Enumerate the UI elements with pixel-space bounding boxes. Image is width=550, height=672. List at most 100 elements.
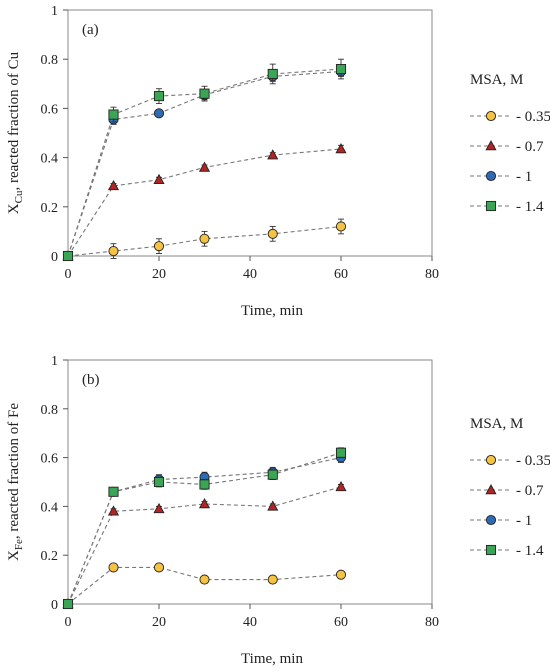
data-point (107, 505, 120, 516)
data-point (335, 221, 347, 232)
panel-label: (b) (82, 372, 100, 388)
y-axis-label-rest: , reacted fraction of Fe (6, 403, 22, 540)
x-axis-label: Time, min (241, 651, 303, 667)
data-point (267, 68, 278, 80)
series-line (67, 566, 342, 605)
legend-marker (485, 484, 497, 495)
legend-marker (485, 200, 497, 212)
legend-label: - 1 (516, 513, 532, 529)
data-point (108, 562, 119, 573)
y-tick-label: 0.8 (41, 403, 59, 418)
x-tick-label: 60 (334, 267, 348, 282)
y-tick-label: 0.4 (41, 152, 59, 167)
legend-label: - 1.4 (516, 199, 544, 215)
series-1_4 (62, 447, 347, 610)
legend-item: - 0.7 (470, 139, 544, 155)
legend-marker (485, 544, 497, 556)
data-point (267, 574, 278, 585)
data-point (267, 228, 278, 239)
legend-label: - 0.7 (516, 483, 544, 499)
data-point (153, 173, 165, 184)
y-tick-label: 1 (51, 354, 58, 369)
y-tick-label: 0.2 (41, 201, 59, 216)
legend-marker (485, 514, 497, 526)
legend-item: - 1 (470, 169, 532, 185)
data-point (267, 149, 279, 160)
data-point (199, 574, 210, 585)
legend-marker (485, 140, 497, 151)
series-1 (62, 452, 347, 610)
data-point (153, 108, 165, 119)
data-point (107, 179, 120, 191)
data-point (153, 502, 165, 514)
legend-title: MSA, M (470, 72, 523, 88)
data-point (335, 480, 347, 492)
data-point (153, 91, 165, 102)
y-axis-label-rest: , reacted fraction of Cu (6, 51, 22, 190)
chart-panel-b: 0 0.2 0.4 0.6 0.8 1 0 20 40 60 80 Time, min XFe, rea… (6, 354, 550, 667)
legend-item: - 1.4 (470, 543, 544, 559)
x-tick-label: 40 (243, 267, 257, 282)
data-point (267, 500, 279, 511)
legend-label: - 1 (516, 169, 532, 185)
series-0_7 (62, 480, 347, 609)
data-point (335, 447, 347, 458)
y-tick-label: 0.2 (41, 549, 59, 564)
y-tick-label: 0.6 (41, 102, 59, 117)
x-tick-label: 0 (65, 267, 72, 282)
y-tick-label: 0.8 (41, 53, 59, 68)
x-tick-label: 0 (65, 615, 72, 630)
data-point (62, 250, 74, 262)
chart-panel-a: 0 0.2 0.4 0.6 0.8 1 0 20 40 60 80 Time, min XCu, rea… (6, 4, 550, 319)
data-point (198, 498, 211, 509)
data-point (108, 486, 119, 497)
y-axis-label-main: X (6, 550, 22, 561)
data-point (335, 569, 347, 580)
series-1_4 (62, 58, 347, 262)
x-tick-label: 40 (243, 615, 257, 630)
legend-item: - 0.35 (470, 453, 550, 469)
x-tick-label: 80 (425, 615, 439, 630)
series-line (67, 70, 342, 257)
y-tick-label: 0 (51, 598, 58, 613)
legend-label: - 0.35 (516, 453, 550, 469)
data-point (108, 246, 119, 257)
series-0_35 (62, 218, 347, 262)
legend-item: - 1 (470, 513, 532, 529)
legend-label: - 0.7 (516, 139, 544, 155)
data-point (199, 479, 210, 490)
y-tick-label: 0 (51, 250, 58, 265)
data-point (199, 233, 210, 244)
y-axis-label: XCu, reacted fraction of Cu (6, 51, 25, 214)
data-point (153, 562, 165, 573)
series-line (67, 68, 342, 257)
legend-item: - 0.7 (470, 483, 544, 499)
data-point (62, 598, 74, 610)
series-0_35 (62, 562, 347, 610)
legend-label: - 1.4 (516, 543, 544, 559)
series-line (67, 486, 342, 605)
x-tick-label: 20 (152, 267, 166, 282)
data-point (335, 143, 347, 154)
y-axis-label-sub: Cu (13, 190, 25, 203)
data-point (199, 88, 210, 99)
legend-marker (485, 110, 497, 122)
y-tick-label: 0.6 (41, 452, 59, 467)
x-tick-label: 20 (152, 615, 166, 630)
series-line (67, 452, 342, 605)
legend-label: - 0.35 (516, 109, 550, 125)
plot-frame (67, 9, 433, 257)
data-point (153, 241, 165, 252)
data-point (335, 63, 347, 75)
y-axis-label-sub: Fe (13, 539, 25, 550)
legend-marker (485, 454, 497, 466)
data-point (153, 476, 165, 488)
legend: MSA, M - 0.35 - 0.7 - 1 - 1.4 (470, 416, 550, 559)
y-axis-label: XFe, reacted fraction of Fe (6, 403, 25, 561)
legend-marker (485, 170, 497, 182)
legend-item: - 0.35 (470, 109, 550, 125)
y-axis-label-main: X (6, 203, 22, 214)
data-point (108, 109, 119, 120)
x-tick-label: 80 (425, 267, 439, 282)
